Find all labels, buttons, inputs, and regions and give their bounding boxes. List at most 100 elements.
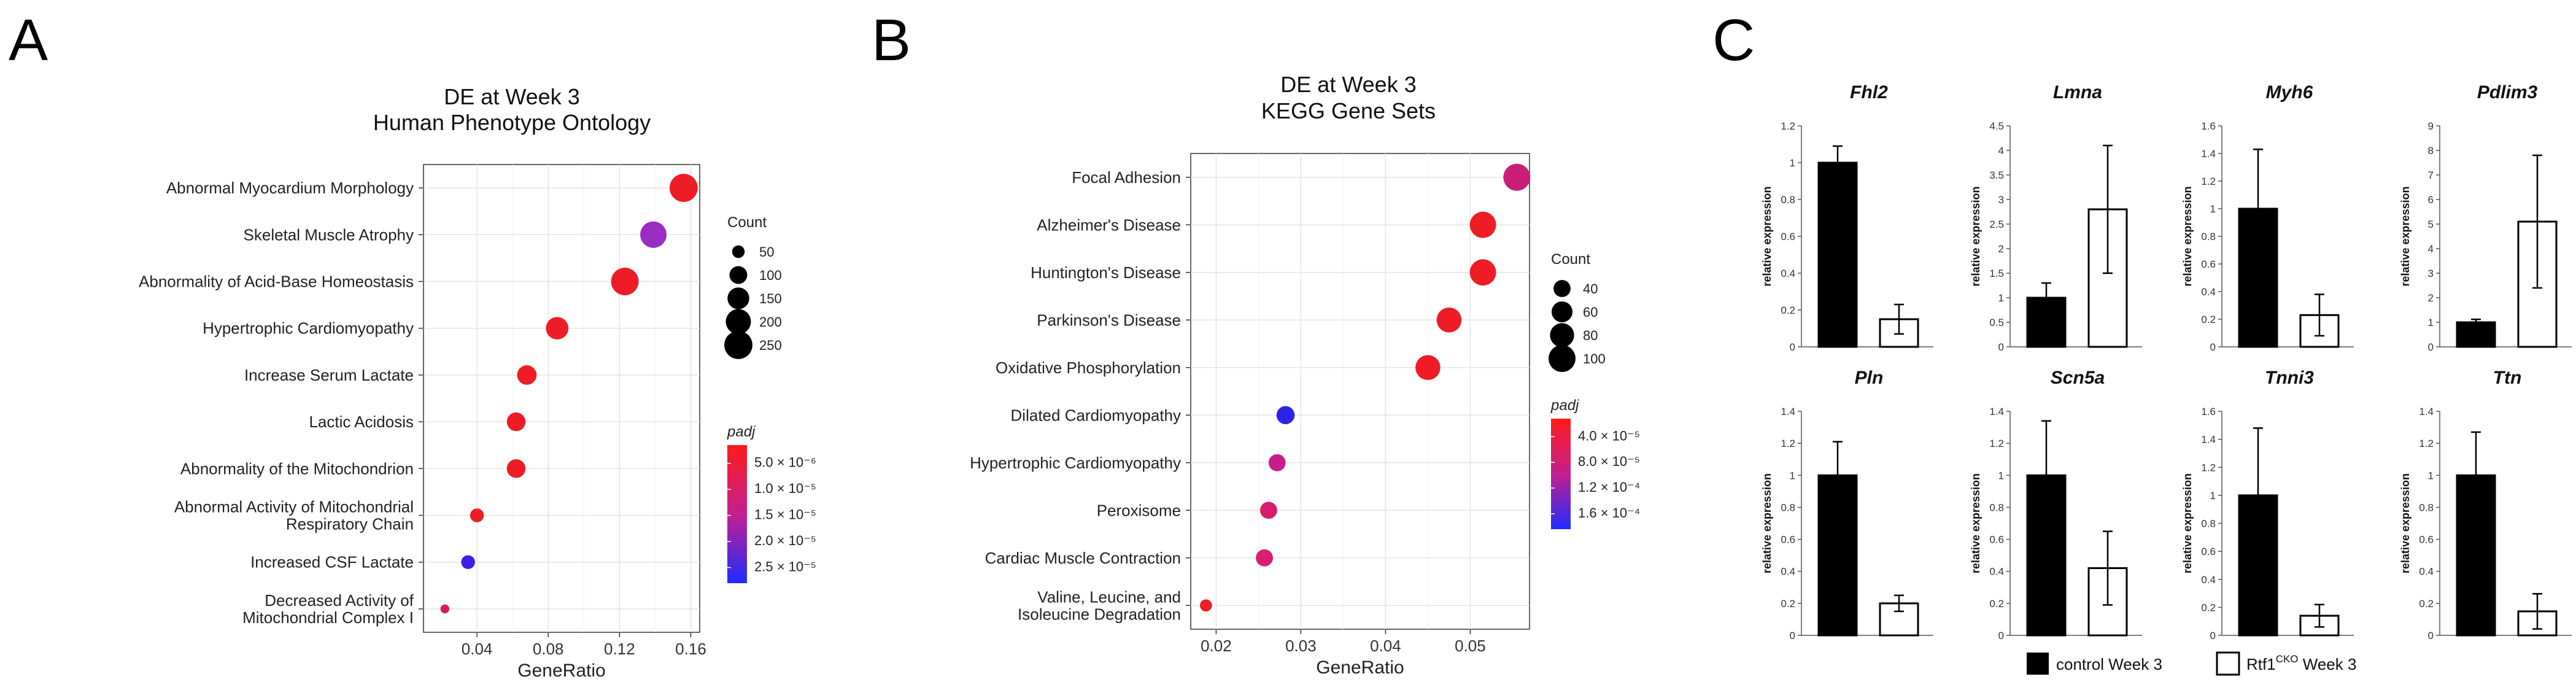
c-ttn-ytick-label: 1: [2428, 470, 2434, 481]
a-color-legend-label: 2.5 × 10⁻⁵: [754, 559, 816, 575]
c-myh6-y-axis-title: relative expression: [2181, 186, 2194, 286]
c-lmna-ytick-label: 1.5: [1989, 268, 2004, 279]
a-dot: [517, 365, 537, 385]
c-ttn-ytick-label: 0.8: [2419, 502, 2434, 513]
c-pdlim3-ytick-label: 9: [2428, 120, 2434, 132]
c-lmna-ytick-label: 3: [1998, 194, 2004, 206]
c-pdlim3-ytick-label: 8: [2428, 145, 2434, 157]
c-scn5a-y-axis-title: relative expression: [1970, 473, 1982, 573]
c-pdlim3-ytick-label: 1: [2428, 317, 2434, 328]
c-scn5a-gene-title: Scn5a: [2051, 368, 2105, 388]
c-scn5a-ytick-label: 1.4: [1989, 406, 2004, 417]
panel-b-dotplot: 0.02 0.03 0.04 0.05 Focal Adhesion Alzheimer'…: [970, 153, 1640, 678]
panel-b-subtitle: KEGG Gene Sets: [1261, 98, 1436, 123]
legend-swatch-control: [2027, 653, 2049, 675]
b-size-legend-label: 60: [1583, 304, 1598, 320]
c-fhl2-ytick-label: 0.4: [1781, 268, 1795, 279]
c-lmna-ytick-label: 2.5: [1989, 219, 2004, 230]
c-ttn-ytick-label: 0.4: [2419, 566, 2434, 578]
b-dot: [1200, 599, 1212, 612]
c-pdlim3-ytick-label: 3: [2428, 268, 2434, 279]
c-pdlim3-ytick-label: 7: [2428, 169, 2434, 181]
a-size-legend-label: 50: [759, 244, 774, 260]
b-size-legend-dot: [1551, 301, 1573, 323]
b-x-axis-title: GeneRatio: [1316, 657, 1404, 678]
c-myh6-ytick-label: 0.4: [2201, 286, 2216, 298]
c-pln-bar-control: [1817, 474, 1858, 637]
c-myh6-ytick-label: 0.2: [2201, 314, 2216, 325]
c-myh6-ytick-label: 1.4: [2201, 148, 2216, 160]
a-dot: [506, 459, 526, 478]
c-scn5a-ytick-label: 0.8: [1989, 502, 2004, 513]
b-size-legend-label: 40: [1583, 281, 1598, 297]
c-fhl2-y-axis-title: relative expression: [1761, 186, 1773, 286]
a-category-label: Abnormal Myocardium Morphology: [166, 179, 414, 197]
a-size-legend-label: 250: [759, 338, 782, 353]
c-lmna-ytick-label: 3.5: [1989, 169, 2004, 181]
c-myh6-ytick-label: 0.6: [2201, 258, 2216, 270]
c-scn5a-bar-control: [2026, 474, 2067, 637]
a-xtick-label: 0.04: [462, 640, 493, 658]
a-category-label: Hypertrophic Cardiomyopathy: [203, 319, 414, 338]
c-tnni3-ytick-label: 0.2: [2201, 602, 2216, 613]
c-tnni3-ytick-label: 1.4: [2201, 434, 2216, 446]
c-lmna-ytick-label: 4: [1998, 145, 2004, 157]
b-category-label: Cardiac Muscle Contraction: [985, 549, 1181, 567]
a-size-legend-label: 150: [759, 291, 782, 306]
a-category-label: Increase Serum Lactate: [244, 366, 414, 384]
c-scn5a-ytick-label: 0.6: [1989, 534, 2004, 546]
c-ttn-bar-control: [2456, 474, 2496, 637]
c-myh6-ytick-label: 1.6: [2201, 120, 2216, 132]
c-fhl2-ytick-label: 0.8: [1781, 194, 1795, 206]
b-color-legend-title: padj: [1550, 397, 1579, 414]
panel-c-legend: control Week 3 Rtf1CKO Week 3: [2027, 651, 2356, 676]
c-fhl2-ytick-label: 0: [1790, 341, 1795, 353]
b-dot: [1256, 549, 1273, 567]
legend-swatch-cko: [2216, 651, 2240, 676]
b-size-legend-label: 80: [1583, 328, 1598, 343]
panel-label-a: A: [9, 7, 48, 73]
c-pln-gene-title: Pln: [1855, 368, 1884, 388]
a-size-legend-dot: [727, 287, 749, 309]
c-myh6-ytick-label: 0.8: [2201, 231, 2216, 242]
a-dot: [440, 604, 450, 614]
a-dot: [546, 317, 569, 340]
panel-a-subtitle: Human Phenotype Ontology: [373, 110, 651, 135]
a-category-label: Abnormal Activity of Mitochondrial Respir…: [174, 498, 414, 533]
c-fhl2-gene-title: Fhl2: [1850, 82, 1888, 103]
c-scn5a-ytick-label: 0.2: [1989, 598, 2004, 610]
c-lmna-ytick-label: 1: [1998, 292, 2004, 304]
c-lmna-ytick-label: 2: [1998, 243, 2004, 255]
a-size-legend-dot: [732, 245, 745, 258]
b-dot: [1503, 163, 1531, 191]
b-dot: [1469, 259, 1496, 286]
a-color-legend-label: 5.0 × 10⁻⁶: [754, 455, 816, 470]
c-pln-ytick-label: 1: [1790, 470, 1795, 481]
legend-label-cko: Rtf1CKO Week 3: [2246, 653, 2356, 673]
b-category-label: Focal Adhesion: [1072, 168, 1181, 187]
c-myh6-ytick-label: 1.2: [2201, 176, 2216, 187]
b-color-legend-label: 4.0 × 10⁻⁵: [1578, 428, 1640, 443]
c-tnni3-ytick-label: 1.2: [2201, 462, 2216, 473]
a-category-label: Skeletal Muscle Atrophy: [244, 225, 414, 244]
a-dot: [461, 555, 475, 569]
c-ttn-gene-title: Ttn: [2493, 368, 2522, 388]
b-size-legend-title: Count: [1551, 251, 1590, 268]
b-color-legend-bar: [1551, 419, 1571, 529]
b-category-label: Dilated Cardiomyopathy: [1011, 406, 1181, 424]
panel-a-title: DE at Week 3: [444, 84, 579, 109]
a-category-label: Lactic Acidosis: [309, 413, 414, 431]
c-myh6-bar-control: [2238, 207, 2278, 348]
c-pln-ytick-label: 0.8: [1781, 502, 1795, 513]
c-pln-ytick-label: 0.6: [1781, 534, 1795, 546]
c-tnni3-ytick-label: 1: [2210, 490, 2216, 502]
panel-c-barcharts: Fhl2 relative expression 0 0.2 0.4 0.6 0.8 1 1.2…: [1761, 82, 2572, 642]
a-category-label: Increased CSF Lactate: [250, 553, 414, 572]
a-color-legend-bar: [727, 445, 747, 583]
panel-a-dotplot: 0.04 0.08 0.12 0.16 Abnormal Myocardium Morp…: [139, 164, 816, 681]
b-color-legend-label: 1.6 × 10⁻⁴: [1578, 505, 1640, 521]
a-dot: [470, 508, 484, 522]
c-lmna-ytick-label: 4.5: [1989, 120, 2004, 132]
a-xtick-label: 0.08: [533, 640, 564, 658]
c-tnni3-y-axis-title: relative expression: [2181, 473, 2194, 573]
